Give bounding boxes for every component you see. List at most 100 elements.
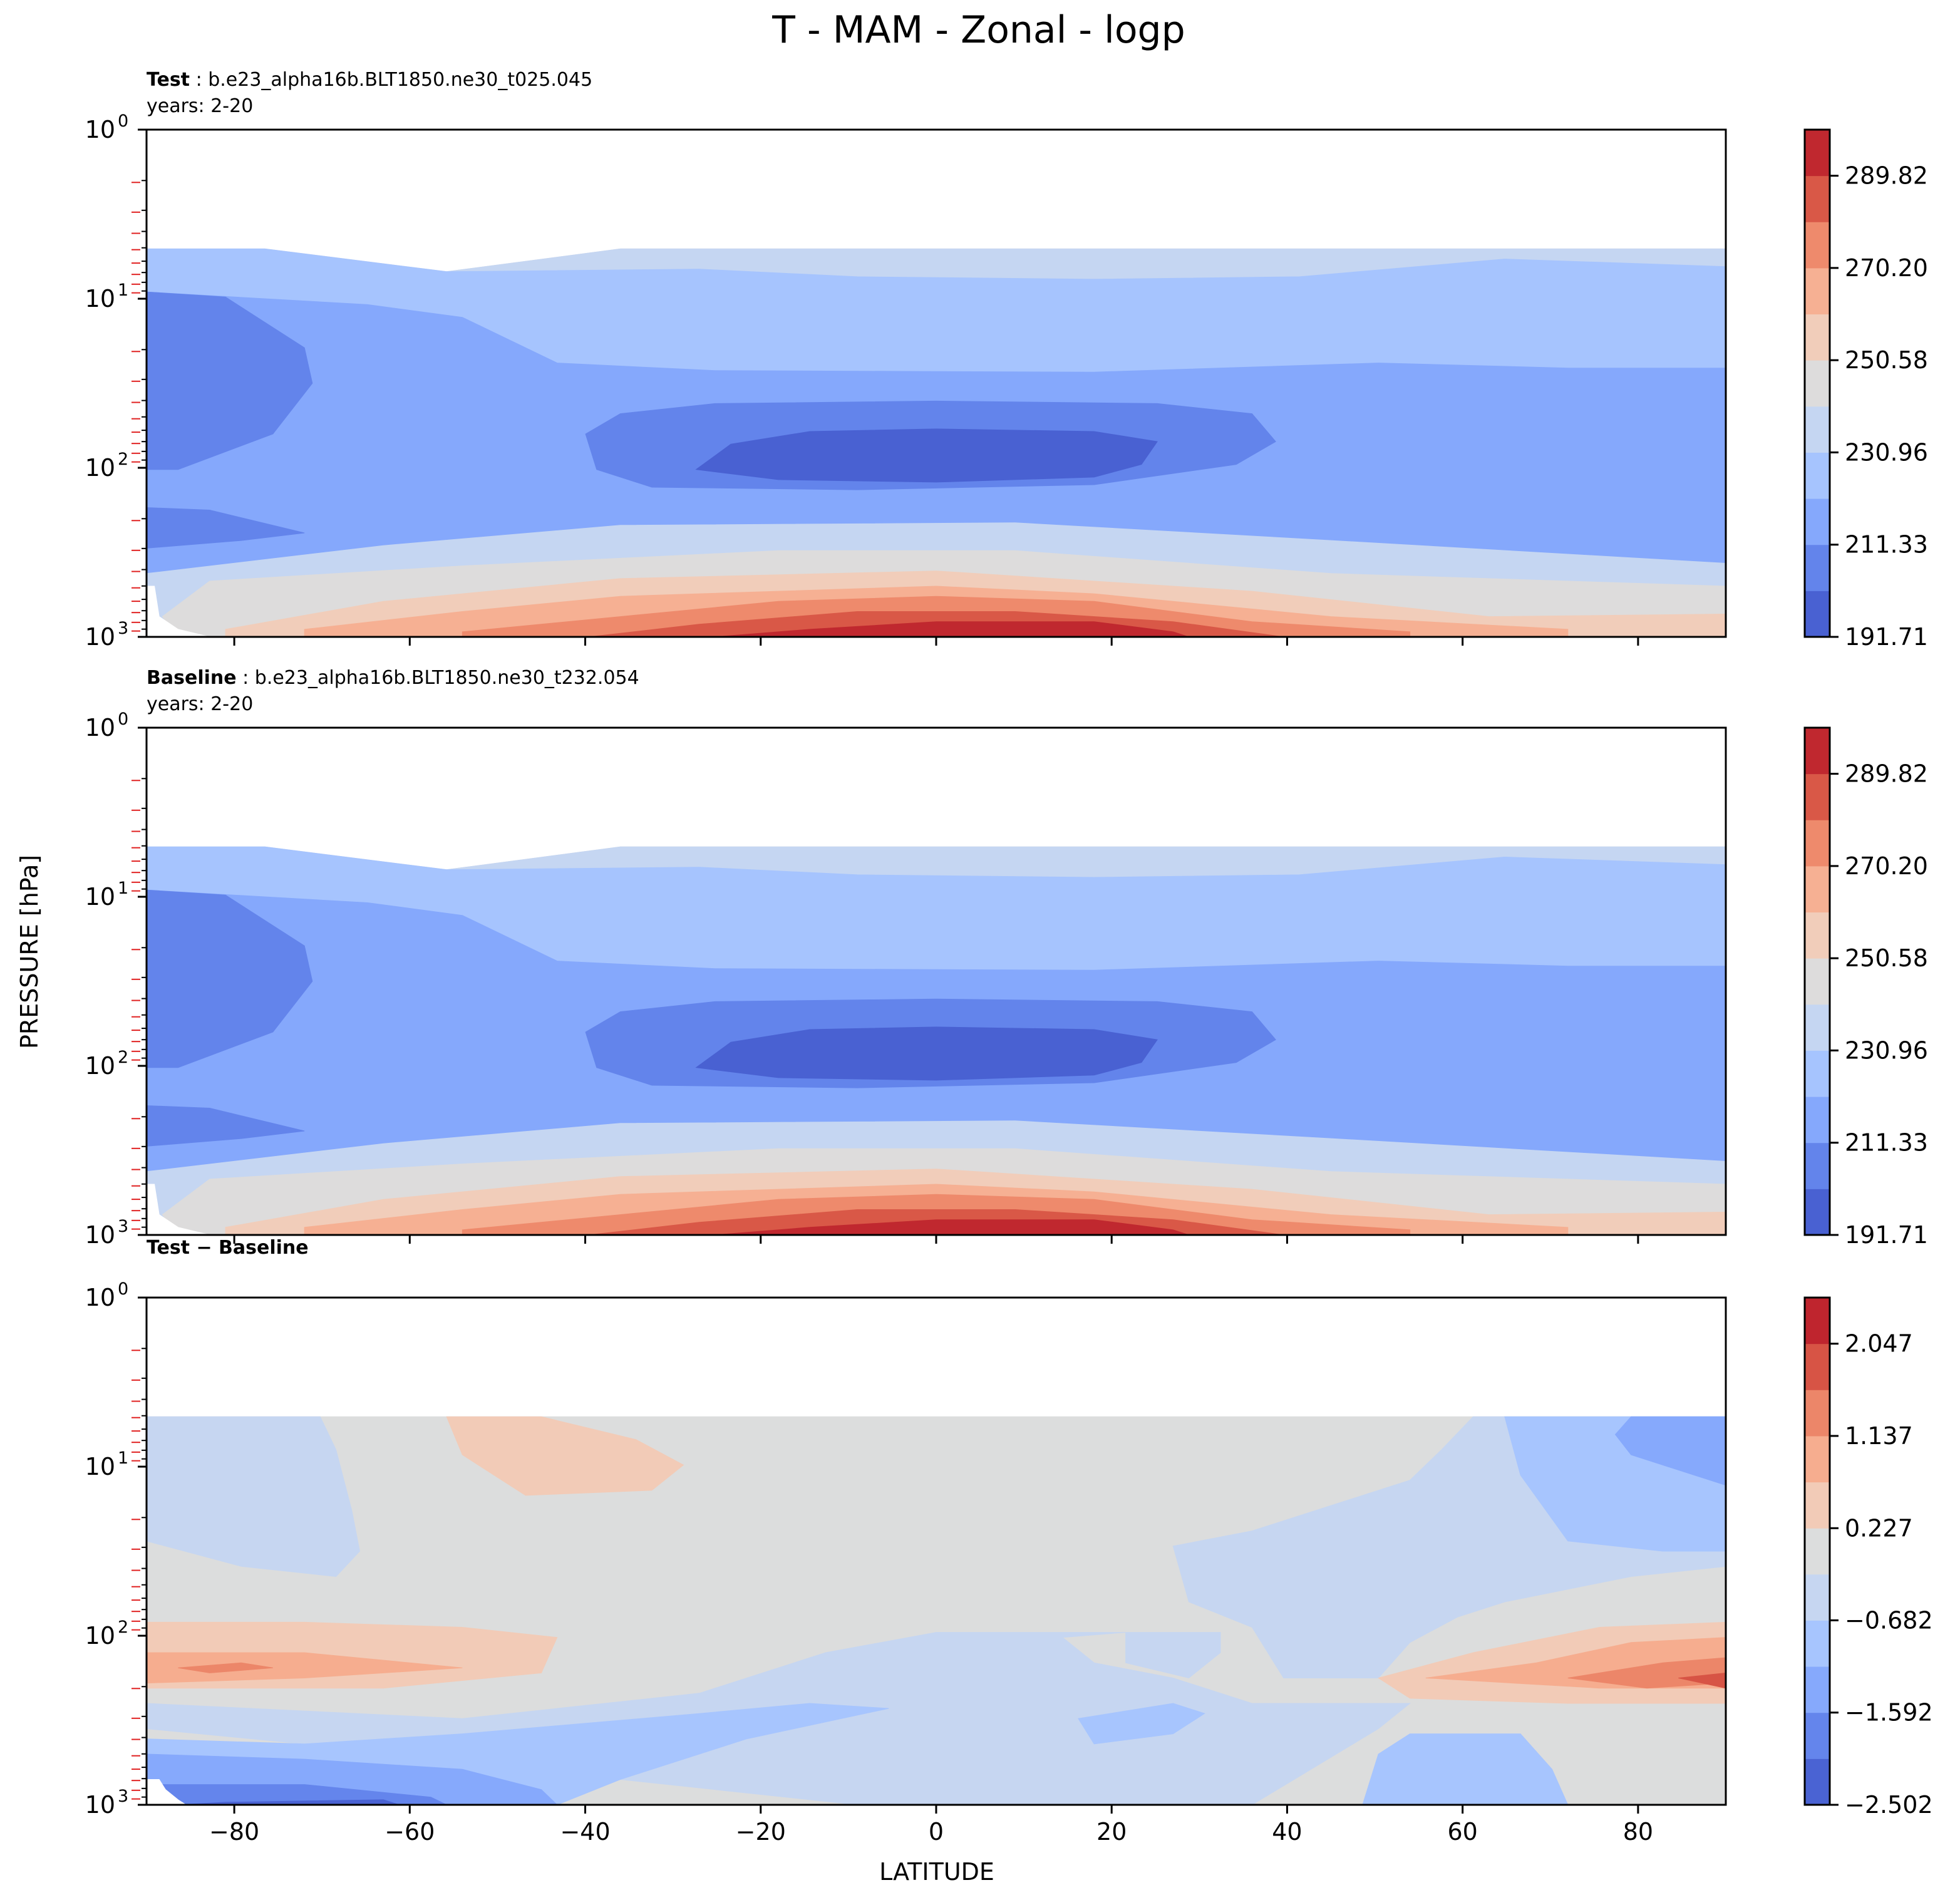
colorbar-band-0: [1805, 1189, 1830, 1236]
y-tick-exp-10: 1: [118, 281, 128, 300]
colorbar-band-3: [1805, 1050, 1830, 1097]
colorbar-frame: [1803, 726, 1831, 1236]
colorbar-tick-label: 250.58: [1845, 346, 1928, 374]
y-tick-label-100: 10: [85, 454, 115, 482]
colorbar-band-1: [1805, 1142, 1830, 1189]
colorbar-band-10: [1805, 130, 1830, 177]
y-tick-exp-1000: 3: [118, 619, 128, 638]
contour-fills: [146, 846, 1726, 1236]
y-tick-exp-1000: 3: [118, 1787, 128, 1806]
y-tick-label-100: 10: [85, 1052, 115, 1080]
colorbar-tick-label: 2.047: [1845, 1330, 1913, 1358]
panel-label-bold: Test: [147, 69, 190, 91]
colorbar-band-10: [1805, 1298, 1830, 1345]
y-tick-exp-1: 0: [118, 710, 128, 729]
colorbar-band-4: [1805, 406, 1830, 453]
colorbar-tick-label: 230.96: [1845, 438, 1928, 466]
colorbar-band-9: [1805, 1343, 1830, 1390]
x-tick-label: 20: [1096, 1818, 1127, 1846]
contour-fills: [146, 1416, 1726, 1805]
colorbar-band-10: [1805, 728, 1830, 775]
colorbar-frame: [1803, 1296, 1831, 1806]
y-tick-label-1000: 10: [85, 1221, 115, 1249]
colorbar-band-9: [1805, 773, 1830, 820]
contour-band-12: [1078, 1703, 1205, 1745]
colorbar-frame: [1803, 128, 1831, 638]
colorbar-band-6: [1805, 912, 1830, 959]
colorbar-tick-label: −0.682: [1845, 1606, 1933, 1634]
panel-label: Baseline : b.e23_alpha16b.BLT1850.ne30_t…: [147, 667, 639, 689]
x-tick-label: −40: [560, 1818, 610, 1846]
colorbar: 191.71 211.33 230.96 250.58 270.20 289.82: [1803, 726, 1928, 1249]
panel-test: Test : b.e23_alpha16b.BLT1850.ne30_t025.…: [85, 69, 1928, 651]
panel-label-bold: Test − Baseline: [147, 1237, 309, 1259]
panel-years: years: 2-20: [147, 95, 253, 117]
contour-band-4: [146, 889, 313, 1068]
contour-band-7: [695, 1026, 1158, 1081]
y-tick-exp-1000: 3: [118, 1217, 128, 1236]
colorbar-band-8: [1805, 820, 1830, 867]
colorbar-band-3: [1805, 452, 1830, 499]
y-tick-exp-10: 1: [118, 879, 128, 898]
y-tick-exp-1: 0: [118, 1279, 128, 1299]
colorbar-band-9: [1805, 175, 1830, 222]
colorbar: 191.71 211.33 230.96 250.58 270.20 289.82: [1803, 128, 1928, 651]
y-tick-label-10: 10: [85, 883, 115, 911]
x-tick-label: −20: [736, 1818, 786, 1846]
colorbar-band-6: [1805, 1482, 1830, 1529]
colorbar-band-7: [1805, 865, 1830, 913]
y-tick-label-1: 10: [85, 714, 115, 741]
colorbar-tick-label: 211.33: [1845, 531, 1928, 559]
contour-band-7: [695, 428, 1158, 483]
colorbar-band-4: [1805, 1574, 1830, 1621]
y-tick-label-100: 10: [85, 1622, 115, 1650]
colorbar-band-4: [1805, 1004, 1830, 1051]
panels: Test : b.e23_alpha16b.BLT1850.ne30_t025.…: [85, 69, 1933, 1846]
colorbar-tick-label: −2.502: [1845, 1791, 1933, 1819]
contour-band-5: [1125, 1632, 1221, 1679]
colorbar-band-7: [1805, 267, 1830, 315]
x-tick-label: 60: [1447, 1818, 1477, 1846]
colorbar-band-2: [1805, 1097, 1830, 1144]
panel-label-text: : b.e23_alpha16b.BLT1850.ne30_t232.054: [237, 667, 639, 689]
colorbar-band-8: [1805, 222, 1830, 269]
colorbar-band-5: [1805, 958, 1830, 1005]
colorbar-band-6: [1805, 314, 1830, 361]
y-tick-exp-100: 2: [118, 450, 128, 469]
colorbar-tick-label: 191.71: [1845, 1221, 1928, 1249]
colorbar-tick-label: 289.82: [1845, 162, 1928, 190]
colorbar-band-5: [1805, 1528, 1830, 1575]
colorbar-tick-label: 289.82: [1845, 760, 1928, 788]
panel-label: Test − Baseline: [147, 1237, 309, 1259]
colorbar-band-1: [1805, 544, 1830, 591]
x-tick-label: 0: [929, 1818, 944, 1846]
y-tick-label-10: 10: [85, 1453, 115, 1480]
colorbar-tick-label: 230.96: [1845, 1036, 1928, 1064]
colorbar-tick-label: 270.20: [1845, 254, 1928, 282]
colorbar-band-0: [1805, 1758, 1830, 1805]
panel-label: Test : b.e23_alpha16b.BLT1850.ne30_t025.…: [147, 69, 592, 91]
contour-band-2: [446, 1416, 684, 1496]
colorbar-band-1: [1805, 1712, 1830, 1759]
y-tick-label-10: 10: [85, 285, 115, 312]
panel-label-bold: Baseline: [147, 667, 237, 689]
y-tick-exp-100: 2: [118, 1618, 128, 1637]
colorbar-tick-label: 0.227: [1845, 1514, 1913, 1542]
x-axis-label: LATITUDE: [879, 1858, 994, 1886]
contour-band-4: [146, 291, 313, 470]
colorbar-tick-label: 1.137: [1845, 1422, 1913, 1450]
colorbar-band-3: [1805, 1620, 1830, 1667]
panel-label-text: : b.e23_alpha16b.BLT1850.ne30_t025.045: [190, 69, 592, 91]
panel-years: years: 2-20: [147, 693, 253, 715]
y-tick-label-1: 10: [85, 116, 115, 143]
colorbar-band-0: [1805, 591, 1830, 638]
colorbar-band-5: [1805, 360, 1830, 407]
colorbar-band-7: [1805, 1435, 1830, 1483]
y-tick-label-1000: 10: [85, 623, 115, 651]
y-axis-label: PRESSURE [hPa]: [16, 855, 43, 1049]
y-tick-exp-100: 2: [118, 1048, 128, 1067]
colorbar-tick-label: 250.58: [1845, 944, 1928, 972]
colorbar-band-2: [1805, 1666, 1830, 1713]
